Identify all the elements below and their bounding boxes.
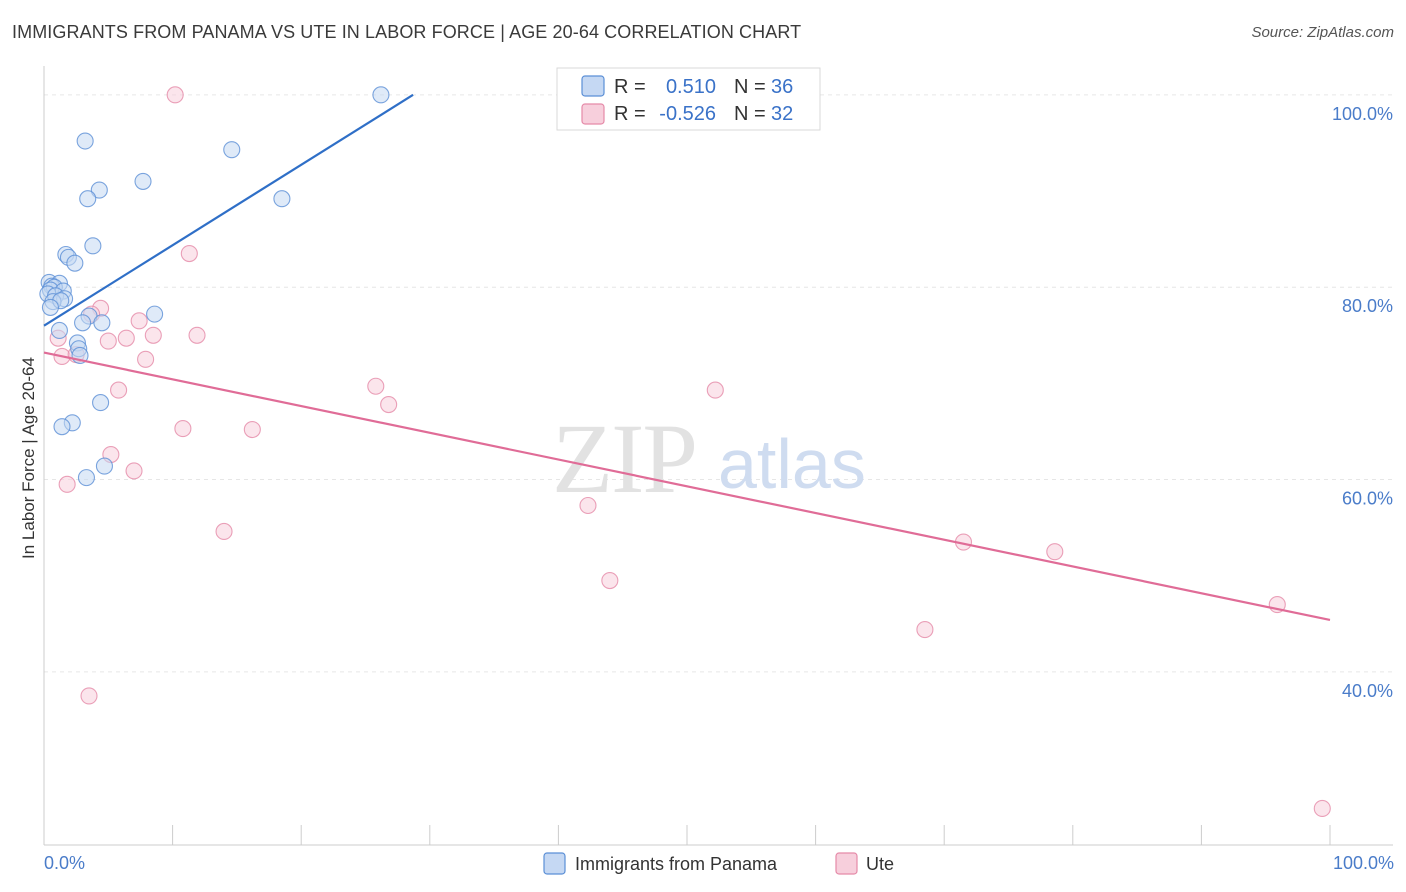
legend-n-label-panama: N =: [734, 76, 766, 98]
ute-point: [215, 522, 233, 541]
legend-n-value-ute: 32: [771, 103, 793, 125]
panama-point: [77, 469, 95, 487]
watermark-zip: ZIP: [552, 403, 696, 514]
ute-point: [706, 381, 724, 399]
panama-point: [93, 314, 111, 332]
ute-point: [380, 395, 398, 414]
legend-r-label-ute: R =: [614, 103, 646, 125]
legend-r-value-ute: -0.526: [659, 103, 716, 125]
y-tick-label: 100.0%: [1332, 104, 1393, 124]
y-tick-label: 60.0%: [1342, 489, 1393, 509]
panama-point: [66, 254, 84, 272]
ute-point: [125, 462, 143, 480]
panama-point: [146, 305, 164, 323]
ute-point: [117, 329, 135, 347]
legend-n-value-panama: 36: [771, 76, 793, 98]
ute-trend-line: [43, 351, 1331, 622]
series-legend-swatch-ute: [835, 852, 858, 875]
panama-point: [53, 418, 71, 436]
legend-swatch-panama: [581, 75, 605, 97]
legend-r-label-panama: R =: [614, 76, 646, 98]
ute-point: [1046, 543, 1064, 561]
source-label: Source: ZipAtlas.com: [1251, 24, 1394, 41]
ute-point: [110, 381, 128, 399]
ute-point: [188, 326, 206, 344]
legend-n-label-ute: N =: [734, 103, 766, 125]
legend-swatch-ute: [581, 103, 605, 125]
panama-point: [84, 237, 102, 255]
ute-point: [579, 496, 597, 515]
panama-point: [92, 394, 110, 412]
trend-lines: [43, 93, 1331, 622]
panama-point: [74, 314, 92, 332]
ute-point: [137, 350, 155, 368]
stats-legend: R = 0.510 N = 36 R = -0.526 N = 32: [556, 67, 821, 131]
x-tick-label-right: 100.0%: [1333, 853, 1394, 873]
y-tick-labels: 100.0% 80.0% 60.0% 40.0%: [1332, 104, 1393, 701]
panama-point: [134, 172, 152, 190]
series-legend: Immigrants from Panama Ute: [543, 852, 894, 875]
panama-point: [273, 190, 291, 208]
ute-point: [144, 326, 162, 344]
axes: [43, 66, 1393, 846]
panama-point: [223, 141, 241, 159]
series-legend-label-panama: Immigrants from Panama: [575, 854, 778, 874]
ute-point: [130, 312, 148, 330]
panama-point: [79, 190, 97, 208]
ute-point: [58, 475, 76, 493]
ute-point: [80, 687, 98, 705]
panama-trend-line: [43, 93, 414, 327]
panama-point: [76, 132, 94, 150]
panama-point: [95, 457, 113, 475]
ute-point: [174, 420, 192, 438]
watermark: ZIP atlas: [552, 403, 866, 514]
panama-point: [90, 181, 108, 199]
y-tick-label: 40.0%: [1342, 681, 1393, 701]
ute-point: [601, 571, 619, 590]
panama-point: [372, 86, 390, 104]
chart-title: IMMIGRANTS FROM PANAMA VS UTE IN LABOR F…: [12, 22, 802, 42]
panama-point: [50, 321, 68, 340]
watermark-atlas: atlas: [718, 425, 866, 503]
series-legend-label-ute: Ute: [866, 854, 894, 874]
legend-r-value-panama: 0.510: [666, 76, 716, 98]
ute-point: [180, 244, 198, 263]
panama-point: [41, 298, 59, 316]
series-legend-swatch-panama: [543, 852, 566, 875]
ute-point: [1313, 799, 1331, 818]
ute-point: [243, 420, 261, 439]
x-tick-label-left: 0.0%: [44, 853, 85, 873]
ute-point: [99, 332, 117, 350]
y-axis-label: In Labor Force | Age 20-64: [19, 357, 38, 559]
y-tick-label: 80.0%: [1342, 296, 1393, 316]
panama-points: [39, 86, 390, 487]
ute-point: [916, 621, 934, 639]
ute-point: [367, 377, 385, 395]
ute-point: [166, 86, 184, 104]
